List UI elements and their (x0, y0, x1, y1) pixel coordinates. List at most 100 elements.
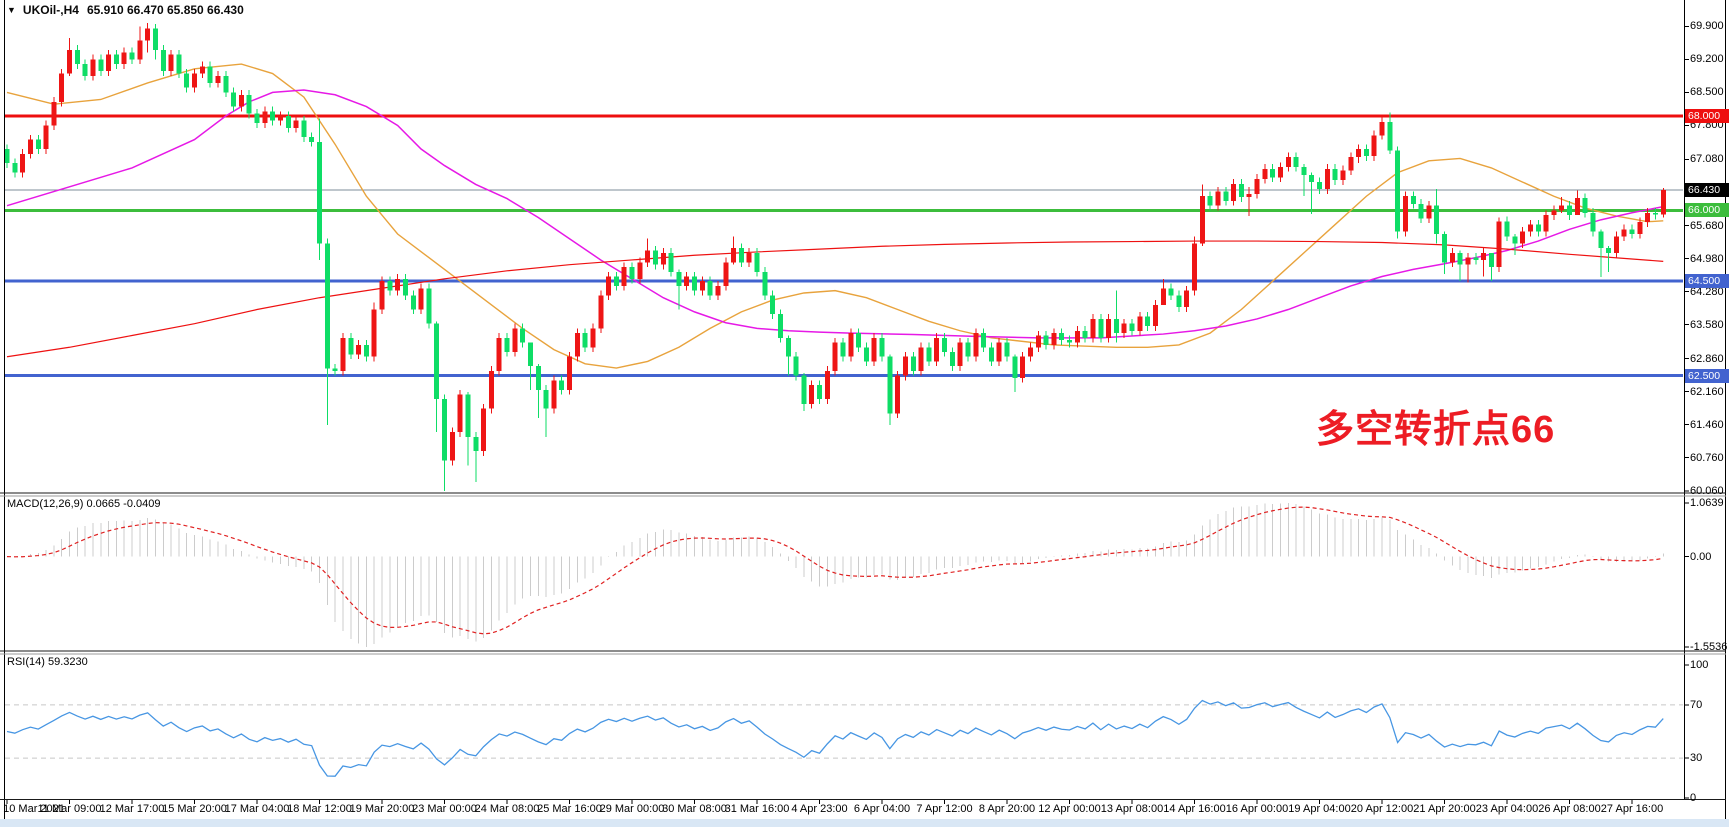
candle-body (1012, 356, 1018, 378)
candle-body (856, 333, 862, 348)
candle-body (285, 116, 291, 128)
candle-body (254, 113, 260, 124)
candle-body (1590, 212, 1596, 232)
time-axis-label: 14 Apr 16:00 (1163, 803, 1226, 815)
candle-body (1473, 257, 1479, 260)
candle-body (1652, 212, 1658, 215)
candle-body (1551, 210, 1557, 216)
time-axis-label: 16 Apr 00:00 (1225, 803, 1289, 815)
chart-annotation: 多空转折点66 (1316, 409, 1556, 451)
time-axis-label: 4 Apr 23:00 (791, 803, 848, 815)
candle-body (1106, 318, 1112, 338)
candle-body (1410, 196, 1416, 204)
candle-body (637, 262, 643, 279)
candle-body (590, 328, 596, 348)
candle-body (824, 370, 830, 400)
candle-body (1207, 196, 1213, 206)
candle-body (1621, 229, 1627, 237)
candle-body (1301, 166, 1307, 175)
time-axis-label: 17 Mar 04:00 (224, 803, 290, 815)
candle-body (676, 271, 682, 286)
candle-body (1223, 191, 1229, 201)
price-tick-label: 60.060 (1690, 484, 1724, 497)
price-tick-label: 60.760 (1690, 451, 1724, 464)
price-tick-label: 68.500 (1690, 86, 1724, 99)
candle-body (426, 288, 432, 324)
candle-body (1527, 224, 1533, 232)
candle-body (418, 288, 424, 310)
candle-body (660, 252, 666, 265)
candle-body (332, 368, 338, 371)
candle-body (262, 111, 268, 124)
candle-body (192, 73, 197, 88)
candle-body (707, 281, 713, 296)
candle-body (848, 333, 854, 357)
candle-body (715, 285, 721, 296)
candle-body (481, 408, 487, 452)
candle-body (1379, 122, 1385, 136)
candle-body (238, 94, 244, 107)
candle-body (785, 337, 791, 357)
candle-body (543, 389, 549, 409)
candle-body (12, 163, 18, 173)
candle-body (817, 385, 822, 400)
time-axis-label: 13 Apr 08:00 (1100, 803, 1164, 815)
candle-body (1004, 342, 1010, 357)
candle-body (520, 328, 526, 343)
candle-body (1567, 205, 1572, 216)
price-tick-label: 69.900 (1690, 20, 1724, 33)
candle-body (746, 252, 752, 263)
candle-body (27, 139, 33, 154)
candle-body (1238, 183, 1244, 198)
time-axis-label: 21 Apr 20:00 (1413, 803, 1476, 815)
price-tick-label: 64.980 (1690, 252, 1724, 265)
rsi-scale-label: 70 (1690, 698, 1703, 711)
candle-body (1488, 252, 1494, 268)
time-axis-label: 23 Apr 04:00 (1475, 803, 1539, 815)
candle-body (1067, 340, 1072, 343)
candle-body (879, 337, 885, 357)
candle-body (887, 356, 893, 414)
time-axis-label: 25 Mar 16:00 (537, 803, 602, 815)
ohlc-toggle-icon[interactable]: ▼ (7, 5, 16, 15)
candle-body (1262, 168, 1268, 179)
candle-body (74, 49, 80, 65)
candle-body (106, 54, 112, 72)
candle-body (1543, 215, 1549, 232)
candle-body (449, 432, 455, 461)
candle-body (457, 394, 463, 433)
candle-body (35, 139, 41, 150)
candle-body (1637, 222, 1643, 234)
time-axis-label: 19 Apr 04:00 (1288, 803, 1351, 815)
candle-body (902, 356, 908, 376)
candle-body (1645, 212, 1651, 223)
rsi-line (6, 699, 1664, 777)
candle-body (496, 337, 502, 371)
candle-body (1121, 323, 1127, 334)
candle-body (1215, 191, 1221, 206)
macd-indicator-label: MACD(12,26,9) 0.0665 -0.0409 (7, 498, 161, 510)
candle-body (1254, 178, 1260, 194)
candle-body (4, 149, 10, 164)
time-axis-label: 11 Mar 09:00 (37, 803, 102, 815)
candle-body (356, 344, 362, 355)
candle-body (129, 52, 135, 60)
candle-body (988, 347, 994, 362)
candle-body (1418, 203, 1424, 219)
candle-body (1035, 335, 1041, 348)
candle-body (67, 49, 72, 74)
symbol-timeframe-label: UKOil-,H4 (22, 3, 79, 17)
candle-body (293, 120, 299, 128)
time-axis-label: 20 Apr 12:00 (1350, 803, 1414, 815)
candle-body (1160, 288, 1166, 305)
candle-body (59, 73, 65, 102)
macd-scale-label: 1.0639 (1690, 497, 1724, 509)
candle-body (1043, 335, 1049, 345)
candle-body (809, 385, 815, 404)
candle-body (1340, 170, 1346, 181)
price-tick-label: 64.280 (1690, 285, 1724, 298)
candle-body (348, 337, 354, 355)
candle-body (176, 54, 182, 74)
candle-body (1152, 304, 1158, 327)
